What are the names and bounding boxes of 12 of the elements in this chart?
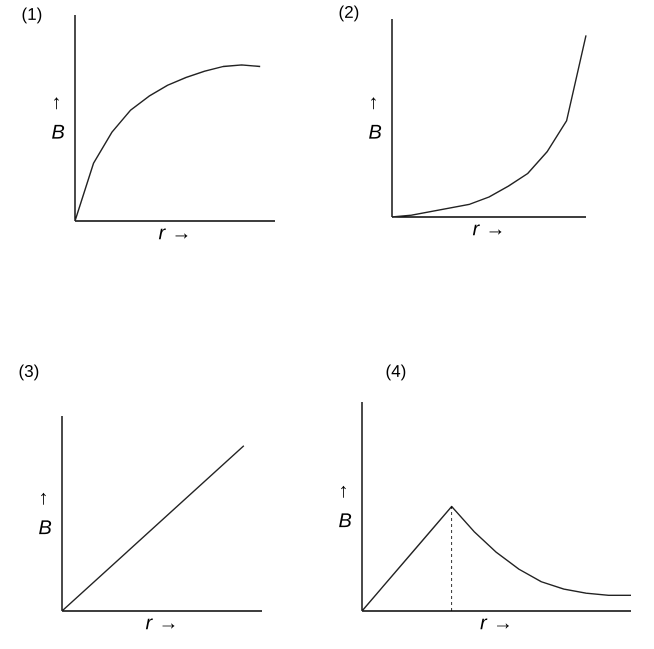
x-axis-title: r →: [146, 618, 174, 630]
chart-title: (3): [20, 364, 38, 380]
y-axis-title: ↑ B: [339, 486, 352, 528]
x-axis-title: r →: [480, 618, 509, 630]
y-axis-title: ↑ B: [369, 97, 382, 139]
chart-title: (4): [386, 364, 406, 380]
y-axis-title: ↑ B: [52, 97, 64, 139]
x-axis-title: r →: [158, 228, 188, 240]
x-axis-title: r →: [472, 224, 502, 236]
chart-title: (1): [22, 8, 42, 24]
chart-title: (2): [340, 6, 358, 22]
y-axis-title: ↑ B: [39, 492, 52, 534]
